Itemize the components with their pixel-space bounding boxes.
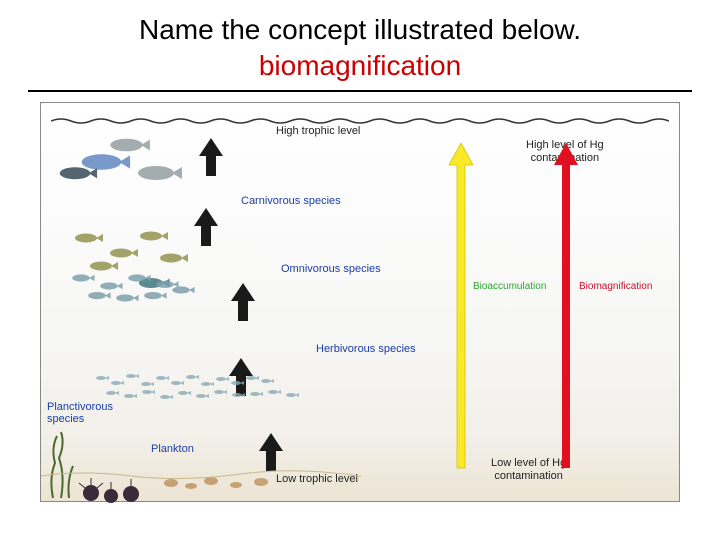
slide-subtitle: biomagnification [0, 50, 720, 90]
title-underline [28, 90, 692, 92]
biomagnification-diagram: High trophic level Carnivorous species O… [40, 102, 680, 502]
foodchain-illustration [41, 118, 361, 503]
red-arrow [546, 143, 586, 483]
slide-title: Name the concept illustrated below. [0, 0, 720, 50]
yellow-arrow [441, 143, 481, 483]
